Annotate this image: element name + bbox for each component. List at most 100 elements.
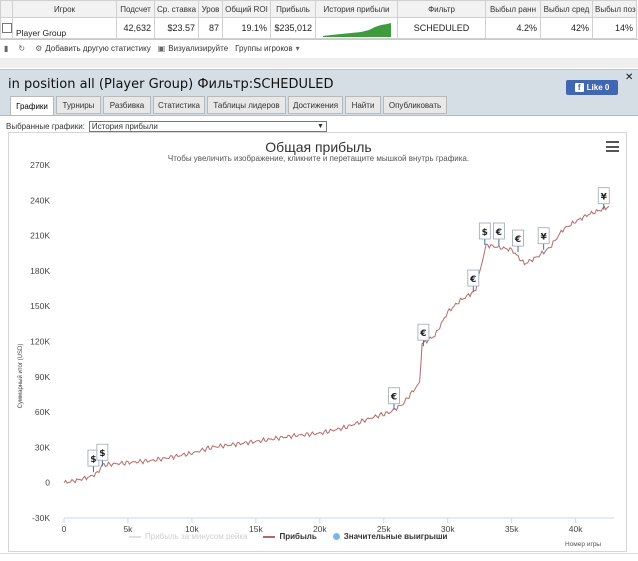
panel-header: in position all (Player Group) Фильтр:SC… <box>0 69 638 99</box>
legend-label-profit: Прибыль <box>279 532 317 541</box>
y-axis-label: Суммарный итог (USD) <box>18 343 24 409</box>
add-stat-label: Добавить другую статистику <box>45 43 151 53</box>
profit-value: $235,012 <box>270 17 316 39</box>
tab-underline <box>0 115 638 116</box>
y-tick-label: 150K <box>30 301 50 311</box>
facebook-icon: f <box>574 83 584 92</box>
stats-table: Игрок Подсчет Ср. ставка Уров Общий ROI … <box>0 0 638 40</box>
col-header-select <box>0 0 13 18</box>
big-win-marker-flag <box>478 222 491 240</box>
x-tick-label: 40k <box>569 524 583 534</box>
col-header-player[interactable]: Игрок <box>12 0 117 18</box>
table-row[interactable]: Player Group 42,632 $23.57 87 19.1% $235… <box>0 17 637 39</box>
col-header-profit[interactable]: Прибыль <box>270 0 316 18</box>
col-header-out-mid[interactable]: Выбыл сред <box>540 0 593 18</box>
big-win-marker-flag <box>96 443 109 461</box>
y-tick-label: 90K <box>35 372 50 382</box>
big-win-marker-symbol: $ <box>99 449 105 459</box>
col-header-roi[interactable]: Общий ROI <box>222 0 271 18</box>
visualize-button[interactable]: ▣ Визуализируйте <box>158 44 228 53</box>
big-win-marker-symbol: € <box>469 275 476 285</box>
y-tick-label: 120K <box>30 337 50 347</box>
tab-publish[interactable]: Опубликовать <box>383 96 447 114</box>
col-header-out-late[interactable]: Выбыл поз <box>592 0 637 18</box>
filter-value: SCHEDULED <box>397 17 486 39</box>
chevron-down-icon: ▼ <box>316 123 324 130</box>
stats-toolbar: ▮ ↻ ⚙ Добавить другую статистику ▣ Визуа… <box>0 40 638 56</box>
col-header-profit-history[interactable]: История прибыли <box>315 0 398 18</box>
tab-charts[interactable]: Графики <box>10 96 54 116</box>
trash-icon[interactable]: ▮ <box>4 43 9 53</box>
x-tick-label: 25k <box>377 524 391 534</box>
big-win-marker-flag <box>417 323 430 341</box>
y-tick-label: -30K <box>32 513 50 523</box>
facebook-like-button[interactable]: f Like 0 <box>566 80 618 95</box>
tab-bar: Графики Турниры Разбивка Статистика Табл… <box>0 96 638 116</box>
chart-select[interactable]: История прибыли ▼ <box>88 121 327 132</box>
big-win-marker-symbol: ¥ <box>541 233 548 243</box>
bottom-border <box>0 553 638 561</box>
big-win-marker-flag <box>537 227 550 245</box>
close-icon[interactable]: ✕ <box>625 72 634 83</box>
y-tick-label: 240K <box>30 195 50 205</box>
col-header-out-early[interactable]: Выбыл ранн <box>485 0 541 18</box>
player-groups-label: Группы игроков <box>235 43 293 53</box>
x-tick-label: 35k <box>505 524 519 534</box>
roi-value: 19.1% <box>222 17 271 39</box>
x-tick-label: 10k <box>185 524 199 534</box>
col-header-avg-stake[interactable]: Ср. ставка <box>154 0 199 18</box>
out-mid-value: 42% <box>540 17 593 39</box>
y-tick-label: 180K <box>30 266 50 276</box>
tab-statistics[interactable]: Статистика <box>153 96 205 114</box>
big-win-marker-symbol: ¥ <box>601 193 608 203</box>
gear-icon: ⚙ <box>35 43 43 53</box>
chart-subtitle: Чтобы увеличить изображение, кликните и … <box>167 154 470 163</box>
legend-item-rake[interactable]: Прибыль за минусом рейка <box>129 532 247 541</box>
tab-achievements[interactable]: Достижения <box>288 96 343 114</box>
y-tick-label: 270K <box>30 160 50 170</box>
legend-line-profit <box>263 535 276 538</box>
chart-selector-label: Выбранные графики: <box>6 122 85 131</box>
x-tick-label: 20k <box>313 524 327 534</box>
add-stat-button[interactable]: ⚙ Добавить другую статистику <box>35 44 151 53</box>
refresh-icon[interactable]: ↻ <box>18 43 26 53</box>
y-tick-label: 0 <box>45 478 50 488</box>
big-win-marker-flag <box>388 387 400 405</box>
legend-item-profit[interactable]: Прибыль <box>263 532 317 541</box>
row-checkbox-cell[interactable] <box>0 17 13 39</box>
big-win-marker-flag <box>597 187 610 205</box>
legend-dot-big-wins <box>332 533 340 540</box>
legend-item-big-wins[interactable]: Значительные выигрыши <box>332 532 447 541</box>
y-tick-label: 60K <box>35 407 50 417</box>
chart-selector: Выбранные графики: История прибыли ▼ <box>6 121 327 132</box>
col-header-filter[interactable]: Фильтр <box>397 0 486 18</box>
chart-legend: Прибыль за минусом рейка Прибыль Значите… <box>129 532 529 541</box>
tab-breakdown[interactable]: Разбивка <box>103 96 151 114</box>
y-tick-label: 210K <box>30 231 50 241</box>
out-early-value: 4.2% <box>485 17 541 39</box>
row-checkbox[interactable] <box>1 23 12 34</box>
big-win-marker-symbol: $ <box>90 455 96 465</box>
x-tick-label: 15k <box>249 524 263 534</box>
big-win-marker-symbol: € <box>495 228 502 238</box>
big-win-marker-symbol: € <box>390 393 397 403</box>
legend-label-rake: Прибыль за минусом рейка <box>145 532 248 541</box>
col-header-count[interactable]: Подсчет <box>116 0 155 18</box>
legend-line-rake <box>129 535 141 538</box>
page-title: in position all (Player Group) Фильтр:SC… <box>8 77 334 92</box>
player-name[interactable]: Player Group <box>12 17 117 39</box>
chart-plot[interactable]: -30K 0 30K 60K 90K 120K 150K 180K 210K 240K 270K 0 5… <box>9 133 628 553</box>
y-tick-label: 30K <box>35 442 50 452</box>
col-header-level[interactable]: Уров <box>198 0 223 18</box>
visualize-label: Визуализируйте <box>168 43 229 53</box>
chart-menu-icon[interactable] <box>606 141 619 152</box>
tab-tournaments[interactable]: Турниры <box>56 96 101 114</box>
chart-icon: ▣ <box>157 43 166 53</box>
tab-find[interactable]: Найти <box>345 96 381 114</box>
tab-leaderboards[interactable]: Таблицы лидеров <box>207 96 286 114</box>
player-groups-dropdown[interactable]: Группы игроков ▾ <box>235 44 302 53</box>
profit-chart[interactable]: Общая прибыль Чтобы увеличить изображени… <box>8 132 627 552</box>
chevron-down-icon: ▾ <box>295 43 300 53</box>
profit-sparkline <box>322 22 391 37</box>
chart-title: Общая прибыль <box>265 139 372 155</box>
